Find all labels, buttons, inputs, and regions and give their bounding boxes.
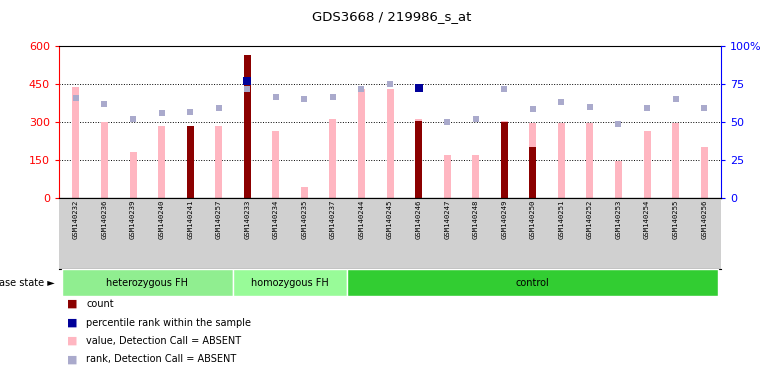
Text: GSM140256: GSM140256 — [701, 200, 707, 239]
Bar — [129, 152, 136, 198]
Bar — [187, 126, 194, 198]
Bar — [501, 121, 508, 198]
Bar — [215, 126, 222, 198]
Text: heterozygous FH: heterozygous FH — [107, 278, 188, 288]
Text: value, Detection Call = ABSENT: value, Detection Call = ABSENT — [86, 336, 241, 346]
Bar — [244, 122, 251, 198]
Bar — [244, 55, 251, 198]
Bar — [529, 147, 536, 198]
Bar — [329, 119, 336, 198]
Bar — [415, 119, 422, 198]
Text: GSM140257: GSM140257 — [216, 200, 222, 239]
Bar — [233, 269, 347, 296]
Text: percentile rank within the sample: percentile rank within the sample — [86, 318, 251, 328]
Bar — [62, 269, 233, 296]
Text: GDS3668 / 219986_s_at: GDS3668 / 219986_s_at — [312, 10, 472, 23]
Text: disease state ►: disease state ► — [0, 278, 55, 288]
Bar — [615, 161, 622, 198]
Text: GSM140239: GSM140239 — [130, 200, 136, 239]
Bar — [347, 269, 718, 296]
Text: GSM140241: GSM140241 — [187, 200, 193, 239]
Text: GSM140253: GSM140253 — [615, 200, 622, 239]
Bar — [387, 89, 394, 198]
Text: GSM140233: GSM140233 — [245, 200, 250, 239]
Bar — [672, 123, 679, 198]
Text: GSM140232: GSM140232 — [73, 200, 79, 239]
Text: ■: ■ — [67, 318, 77, 328]
Text: GSM140248: GSM140248 — [473, 200, 479, 239]
Text: control: control — [516, 278, 550, 288]
Text: GSM140251: GSM140251 — [558, 200, 564, 239]
Bar — [301, 187, 308, 198]
Bar — [444, 155, 451, 198]
Bar — [187, 126, 194, 198]
Text: GSM140237: GSM140237 — [330, 200, 336, 239]
Text: homozygous FH: homozygous FH — [251, 278, 329, 288]
Text: GSM140234: GSM140234 — [273, 200, 279, 239]
Bar — [158, 126, 165, 198]
Text: GSM140247: GSM140247 — [445, 200, 450, 239]
Text: GSM140240: GSM140240 — [158, 200, 165, 239]
Bar — [701, 147, 708, 198]
Bar — [415, 121, 422, 198]
Text: GSM140254: GSM140254 — [644, 200, 650, 239]
Text: GSM140245: GSM140245 — [387, 200, 393, 239]
Text: GSM140249: GSM140249 — [501, 200, 507, 239]
Text: ■: ■ — [67, 299, 77, 309]
Text: GSM140255: GSM140255 — [673, 200, 679, 239]
Bar — [644, 131, 651, 198]
Text: GSM140252: GSM140252 — [587, 200, 593, 239]
Bar — [101, 122, 108, 198]
Bar — [272, 131, 279, 198]
Bar — [558, 123, 565, 198]
Text: ■: ■ — [67, 354, 77, 364]
Bar — [358, 89, 365, 198]
Text: ■: ■ — [67, 336, 77, 346]
Text: count: count — [86, 299, 114, 309]
Text: rank, Detection Call = ABSENT: rank, Detection Call = ABSENT — [86, 354, 237, 364]
Bar — [72, 86, 79, 198]
Bar — [586, 123, 593, 198]
Text: GSM140244: GSM140244 — [358, 200, 365, 239]
Bar — [501, 122, 508, 198]
Text: GSM140250: GSM140250 — [530, 200, 535, 239]
Bar — [529, 123, 536, 198]
Text: GSM140236: GSM140236 — [101, 200, 107, 239]
Text: GSM140246: GSM140246 — [416, 200, 422, 239]
Text: GSM140235: GSM140235 — [301, 200, 307, 239]
Bar — [472, 155, 479, 198]
